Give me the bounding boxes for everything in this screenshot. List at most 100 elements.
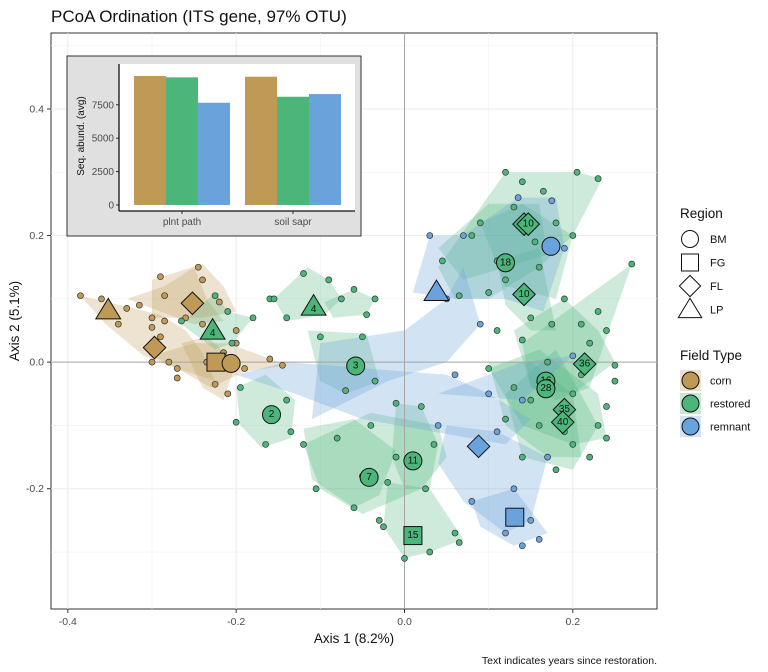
sample-point xyxy=(426,548,434,556)
centroid-marker xyxy=(199,317,226,340)
centroid-marker xyxy=(423,279,450,302)
sample-point xyxy=(535,263,543,271)
hull-restored xyxy=(391,403,439,489)
sample-point xyxy=(485,289,493,296)
sample-point xyxy=(114,320,122,328)
sample-point xyxy=(371,377,379,385)
sample-point xyxy=(451,371,459,379)
inset-y-axis-title: Seq. abund. (avg) xyxy=(76,96,87,176)
chart-title: PCoA Ordination (ITS gene, 97% OTU) xyxy=(51,7,347,26)
sample-point xyxy=(384,479,392,486)
centroid-label: 10 xyxy=(523,219,535,230)
centroid-restored-circle: 2 xyxy=(262,405,282,425)
sample-point xyxy=(510,384,518,391)
sample-point xyxy=(603,327,610,334)
sample-point xyxy=(594,175,602,182)
hull-remnant xyxy=(311,267,481,420)
sample-point xyxy=(430,441,438,448)
sample-point xyxy=(194,263,202,271)
hull-restored xyxy=(505,349,599,470)
sample-point xyxy=(249,314,257,322)
sample-point xyxy=(161,317,168,325)
x-axis-title: Axis 1 (8.2%) xyxy=(314,631,394,646)
y-tick-label: 0.4 xyxy=(29,103,44,115)
centroid-corn-triangle xyxy=(94,297,122,320)
sample-point xyxy=(439,257,446,265)
sample-point xyxy=(199,320,206,328)
centroid-marker xyxy=(346,356,366,376)
sample-point xyxy=(173,374,181,382)
centroid-label: 18 xyxy=(500,257,512,268)
sample-point xyxy=(603,403,610,410)
centroid-label: 7 xyxy=(366,472,372,483)
centroid-label: 11 xyxy=(408,455,419,466)
sample-point xyxy=(165,358,173,366)
sample-point xyxy=(544,453,551,461)
sample-point xyxy=(535,422,543,429)
sample-point xyxy=(157,273,164,281)
sample-point xyxy=(527,396,535,404)
legend-item-region-FG: FG xyxy=(681,253,725,272)
sample-point xyxy=(123,304,131,312)
centroid-remnant-triangle xyxy=(423,279,450,302)
sample-point xyxy=(518,542,526,550)
sample-point xyxy=(548,320,556,328)
sample-point xyxy=(237,384,244,391)
centroid-label: 4 xyxy=(311,304,317,315)
sample-point xyxy=(148,358,156,366)
legend: Region BM FG FL LP Field Type corn restored remn… xyxy=(677,206,750,437)
centroid-marker xyxy=(512,282,536,307)
centroid-marker xyxy=(262,405,282,425)
sample-point xyxy=(312,485,320,493)
sample-point xyxy=(577,320,585,328)
caption: Text indicates years since restoration. xyxy=(482,655,657,667)
sample-point xyxy=(228,339,236,347)
sample-point xyxy=(594,308,602,315)
sample-point xyxy=(333,434,341,442)
sample-point xyxy=(148,314,156,322)
y-tick-label: -0.2 xyxy=(26,483,44,495)
sample-point xyxy=(476,320,484,328)
x-tick-label: 0.0 xyxy=(397,616,412,628)
sample-point xyxy=(552,219,560,227)
centroid-marker xyxy=(94,297,122,320)
centroid-marker xyxy=(550,410,575,435)
sample-point xyxy=(502,276,509,284)
hull-remnant xyxy=(236,362,531,445)
sample-point xyxy=(287,428,295,436)
sample-point xyxy=(527,517,535,524)
centroid-marker xyxy=(403,451,423,471)
sample-point xyxy=(518,396,526,404)
legend-label: corn xyxy=(710,376,731,388)
sample-point xyxy=(460,232,467,239)
sample-point xyxy=(300,441,307,448)
sample-point xyxy=(468,498,476,505)
sample-point xyxy=(573,168,581,176)
inset-x-tick-label: soil sapr xyxy=(274,217,312,228)
legend-item-field-remnant: remnant xyxy=(680,416,750,437)
legend-item-region-FL: FL xyxy=(678,274,723,298)
inset-content: 0 2500 5000 7500 plnt path soil sapr xyxy=(92,64,355,228)
sample-point xyxy=(392,399,400,407)
sample-point xyxy=(98,295,105,303)
sample-point xyxy=(502,168,509,176)
centroid-label: 28 xyxy=(540,383,552,394)
centroid-restored-circle: 18 xyxy=(496,253,515,273)
hull-corn xyxy=(152,264,237,318)
sample-point xyxy=(569,352,577,360)
centroid-marker xyxy=(300,293,327,316)
sample-point xyxy=(548,197,556,205)
sample-point xyxy=(215,298,223,306)
centroid-marker xyxy=(536,379,556,399)
sample-point xyxy=(531,238,539,246)
x-tick-label: 0.2 xyxy=(566,616,581,628)
sample-point xyxy=(476,219,484,227)
sample-point xyxy=(485,365,493,372)
centroid-corn-circle xyxy=(221,353,241,373)
legend-label: BM xyxy=(710,234,727,246)
sample-point xyxy=(502,529,509,537)
inset-bar-remnant xyxy=(309,94,341,205)
sample-point xyxy=(434,422,442,429)
sample-point xyxy=(359,333,366,341)
inset-bar-restored xyxy=(277,96,309,205)
